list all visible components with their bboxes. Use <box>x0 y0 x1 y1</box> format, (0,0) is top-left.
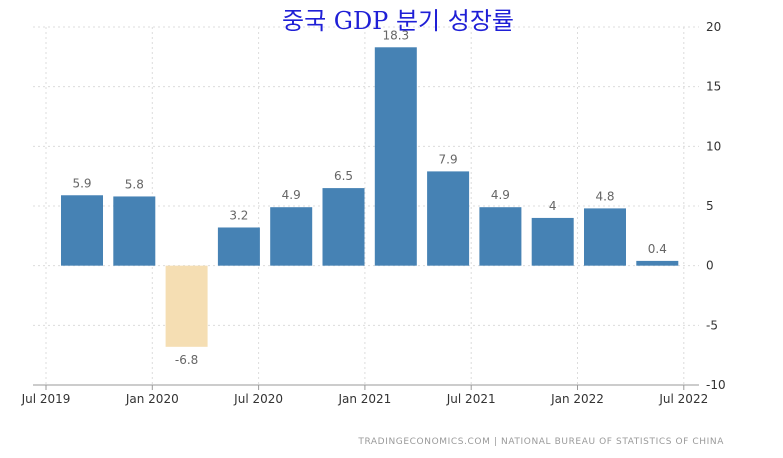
x-tick-label: Jul 2020 <box>233 392 283 406</box>
data-label: 18.3 <box>382 28 409 42</box>
bar <box>374 47 417 266</box>
chart-title: 중국 GDP 분기 성장률 <box>282 7 514 35</box>
bar <box>636 260 679 266</box>
data-label: 7.9 <box>439 152 458 166</box>
bar <box>322 188 365 266</box>
data-label: 4 <box>549 199 557 213</box>
axis-layer: 20 15 10 5 0 -5 -10 Jul 2019 Jan 2020 Jul 2020 Jan… <box>21 20 726 406</box>
bar <box>270 207 313 266</box>
x-tick-label: Jan 2021 <box>337 392 391 406</box>
bar <box>113 196 156 266</box>
data-label: 4.9 <box>491 188 510 202</box>
x-tick-label: Jul 2021 <box>446 392 496 406</box>
bar <box>531 217 574 266</box>
y-tick-label: -5 <box>706 318 718 332</box>
y-tick-label: 20 <box>706 20 721 34</box>
x-tick-label: Jul 2022 <box>658 392 708 406</box>
data-label: 5.8 <box>125 177 144 191</box>
data-label: 5.9 <box>72 176 91 190</box>
bar <box>217 227 260 266</box>
y-tick-label: 0 <box>706 259 714 273</box>
bar <box>479 207 522 266</box>
y-tick-label: 15 <box>706 80 721 94</box>
x-tick-label: Jul 2019 <box>21 392 71 406</box>
data-label: -6.8 <box>175 353 198 367</box>
bar <box>427 171 470 266</box>
y-tick-label: 10 <box>706 139 721 153</box>
y-tick-label: 5 <box>706 199 714 213</box>
x-tick-label: Jan 2020 <box>125 392 179 406</box>
data-label: 3.2 <box>229 208 248 222</box>
data-label: 4.9 <box>282 188 301 202</box>
x-tick-label: Jan 2022 <box>550 392 604 406</box>
bar <box>61 195 103 266</box>
data-label: 0.4 <box>648 242 667 256</box>
data-label: 4.8 <box>595 189 614 203</box>
data-label: 6.5 <box>334 169 353 183</box>
bar-layer <box>61 47 679 347</box>
bar <box>584 208 626 266</box>
bar <box>165 265 208 347</box>
y-tick-label: -10 <box>706 378 726 392</box>
label-layer: 5.9 5.8 -6.8 3.2 4.9 6.5 18.3 7.9 4.9 4 4.8 0.4 <box>72 28 666 367</box>
source-attribution: TRADINGECONOMICS.COM | NATIONAL BUREAU O… <box>357 437 724 447</box>
